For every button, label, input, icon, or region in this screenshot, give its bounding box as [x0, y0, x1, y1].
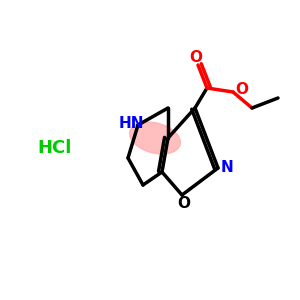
Text: HN: HN: [118, 116, 144, 131]
Text: O: O: [190, 50, 202, 64]
Text: N: N: [220, 160, 233, 175]
Text: O: O: [178, 196, 190, 211]
Text: HCl: HCl: [38, 139, 72, 157]
Ellipse shape: [130, 122, 180, 154]
Text: O: O: [236, 82, 248, 97]
